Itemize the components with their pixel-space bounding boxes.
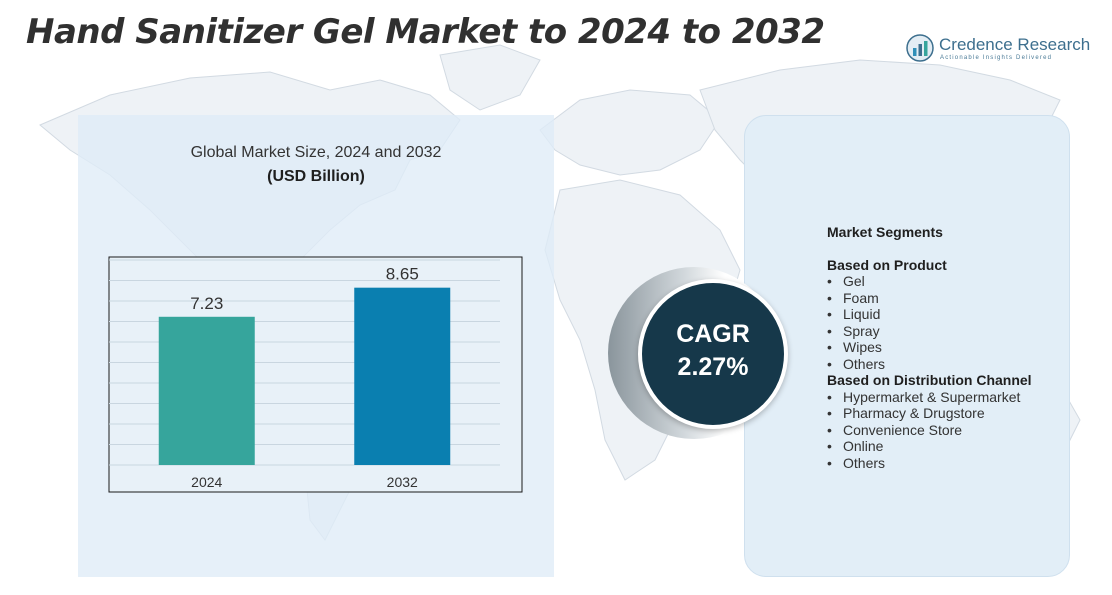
cagr-badge: CAGR 2.27% [608, 263, 790, 443]
chart-panel: Global Market Size, 2024 and 2032 (USD B… [78, 115, 554, 577]
bullet-icon: • [827, 322, 832, 339]
bullet-icon: • [827, 273, 832, 289]
segments-content: Market Segments Based on Product • Gel • Foa… [827, 224, 1067, 471]
segments-heading: Market Segments [827, 224, 943, 240]
bar-value-label: 7.23 [190, 294, 223, 313]
segment-item-label: Hypermarket & Supermarket [843, 388, 1021, 405]
segment-item-label: Spray [843, 322, 880, 339]
segment-list: • Hypermarket & Supermarket • Pharmacy & Dr… [827, 389, 1067, 472]
bar-2032 [354, 287, 451, 465]
segment-item-label: Foam [843, 289, 879, 306]
bullet-icon: • [827, 388, 832, 405]
bar-2024 [158, 316, 255, 465]
segment-group-title: Based on Distribution Channel [827, 372, 1032, 388]
segment-item-label: Gel [843, 273, 865, 289]
segment-list: • Gel • Foam • Liquid • Spray • Wipes • Others [827, 273, 1067, 372]
bar-value-label: 8.65 [386, 265, 419, 284]
cagr-circle: CAGR 2.27% [638, 279, 788, 429]
europe-shape [539, 89, 721, 176]
bullet-icon: • [827, 339, 832, 355]
segment-item-label: Others [843, 454, 886, 471]
segments-spacer [827, 241, 1067, 257]
cagr-value: 2.27% [677, 353, 749, 381]
segment-item-label: Pharmacy & Drugstore [843, 405, 985, 421]
segment-list-item: • Wipes [827, 339, 1067, 356]
category-label: 2024 [191, 474, 222, 490]
cagr-label: CAGR [676, 320, 750, 348]
segment-list-item: • Others [827, 455, 1067, 472]
segment-list-item: • Gel [827, 273, 1067, 290]
segment-item-label: Others [843, 355, 886, 372]
segment-group-title: Based on Product [827, 256, 947, 273]
segment-item-label: Wipes [843, 339, 882, 355]
bar-chart: 7.23 2024 8.65 2032 [108, 256, 523, 493]
bullet-icon: • [827, 438, 832, 454]
bullet-icon: • [827, 306, 832, 322]
chart-subtitle: (USD Billion) [267, 168, 365, 185]
segment-list-item: • Liquid [827, 306, 1067, 323]
brand-tagline: Actionable Insights Delivered [940, 55, 1053, 61]
page-title: Hand Sanitizer Gel Market to 2024 to 203… [26, 12, 825, 52]
segments-panel: Market Segments Based on Product • Gel • Foa… [744, 115, 1070, 577]
segment-list-item: • Convenience Store [827, 422, 1067, 439]
credence-research-logo-icon [906, 34, 934, 62]
greenland-shape [439, 44, 541, 111]
brand-name: Credence Research [939, 35, 1091, 54]
bullet-icon: • [827, 355, 832, 372]
chart-title: Global Market Size, 2024 and 2032 [190, 144, 442, 161]
bullet-icon: • [827, 421, 832, 438]
segment-item-label: Convenience Store [843, 421, 963, 438]
segment-list-item: • Online [827, 438, 1067, 455]
segment-list-item: • Hypermarket & Supermarket [827, 389, 1067, 406]
segment-item-label: Liquid [843, 306, 881, 322]
bullet-icon: • [827, 454, 832, 471]
bullet-icon: • [827, 405, 832, 421]
bullet-icon: • [827, 289, 832, 306]
category-label: 2032 [387, 474, 418, 490]
brand-logo: Credence Research Actionable Insights De… [906, 32, 1096, 66]
segment-list-item: • Others [827, 356, 1067, 373]
segment-list-item: • Pharmacy & Drugstore [827, 405, 1067, 422]
segment-item-label: Online [843, 438, 884, 454]
segment-list-item: • Spray [827, 323, 1067, 340]
segment-list-item: • Foam [827, 290, 1067, 307]
